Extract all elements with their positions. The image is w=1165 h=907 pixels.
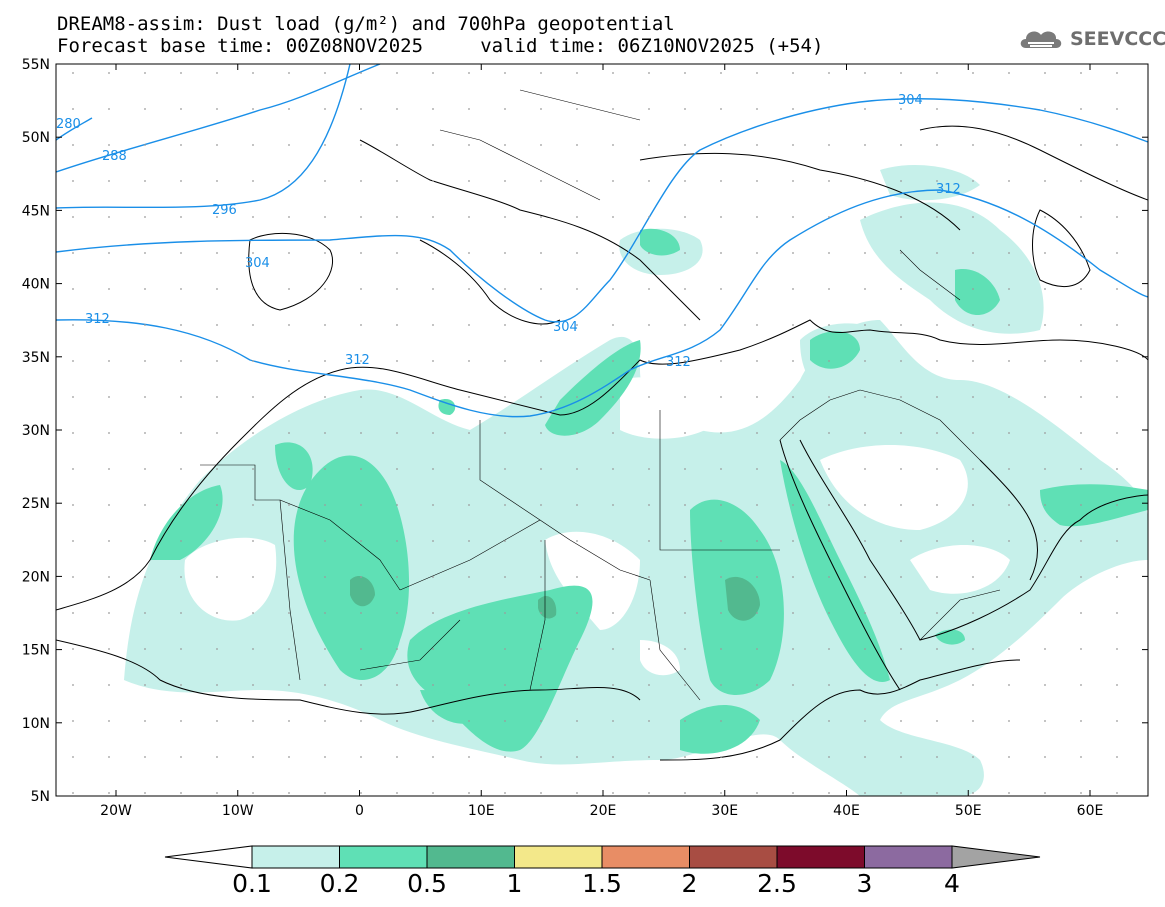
colorbar-segment (426, 845, 515, 869)
lat-tick-label: 20N (22, 569, 50, 585)
colorbar-label: 1.5 (582, 869, 622, 898)
lon-tick-label: 10W (222, 803, 254, 819)
lon-tick-label: 60E (1077, 803, 1104, 819)
lon-tick-label: 20W (100, 803, 132, 819)
colorbar-over-arrow (951, 845, 1041, 869)
lon-tick-label: 0 (355, 803, 364, 819)
colorbar-segment (689, 845, 778, 869)
grid-dots (56, 64, 1148, 796)
lon-tick-label: 40E (833, 803, 860, 819)
lat-tick-label: 55N (22, 57, 50, 73)
lon-tick-label: 50E (955, 803, 982, 819)
lat-tick-label: 50N (22, 130, 50, 146)
longitude-ticks: 20W 10W 0 10E 20E 30E 40E 50E 60E (100, 64, 1103, 819)
colorbar-label: 0.2 (320, 869, 360, 898)
colorbar: 0.1 0.2 0.5 1 1.5 2 2.5 3 4 (164, 845, 1041, 898)
lat-tick-label: 10N (22, 716, 50, 732)
seevccc-logo: SEEVCCC (1016, 24, 1165, 54)
colorbar-label: 0.5 (407, 869, 447, 898)
cloud-logo-icon (1020, 31, 1062, 48)
colorbar-segment (514, 845, 603, 869)
lat-tick-label: 15N (22, 643, 50, 659)
colorbar-label: 1 (507, 869, 523, 898)
colorbar-segment (251, 845, 340, 869)
lat-tick-label: 40N (22, 277, 50, 293)
lon-tick-label: 20E (590, 803, 617, 819)
colorbar-label: 2.5 (757, 869, 797, 898)
lat-tick-label: 45N (22, 203, 50, 219)
lon-tick-label: 30E (711, 803, 738, 819)
colorbar-segment (864, 845, 953, 869)
lon-tick-label: 10E (468, 803, 495, 819)
colorbar-label: 4 (944, 869, 960, 898)
colorbar-label: 0.1 (232, 869, 272, 898)
colorbar-label: 3 (857, 869, 873, 898)
colorbar-under-arrow (164, 845, 253, 869)
lat-tick-label: 35N (22, 350, 50, 366)
lat-tick-label: 5N (31, 789, 50, 805)
map-subtitle: Forecast base time: 00Z08NOV2025 valid t… (57, 35, 824, 57)
colorbar-label: 2 (682, 869, 698, 898)
lat-tick-label: 30N (22, 423, 50, 439)
map-title: DREAM8-assim: Dust load (g/m²) and 700hP… (57, 13, 675, 35)
latitude-ticks: 55N 50N 45N 40N 35N 30N 25N 20N 15N 10N 5N (22, 57, 1148, 805)
colorbar-segment (776, 845, 865, 869)
logo-text: SEEVCCC (1070, 28, 1165, 50)
colorbar-segment (339, 845, 428, 869)
lat-tick-label: 25N (22, 496, 50, 512)
colorbar-segment (601, 845, 690, 869)
